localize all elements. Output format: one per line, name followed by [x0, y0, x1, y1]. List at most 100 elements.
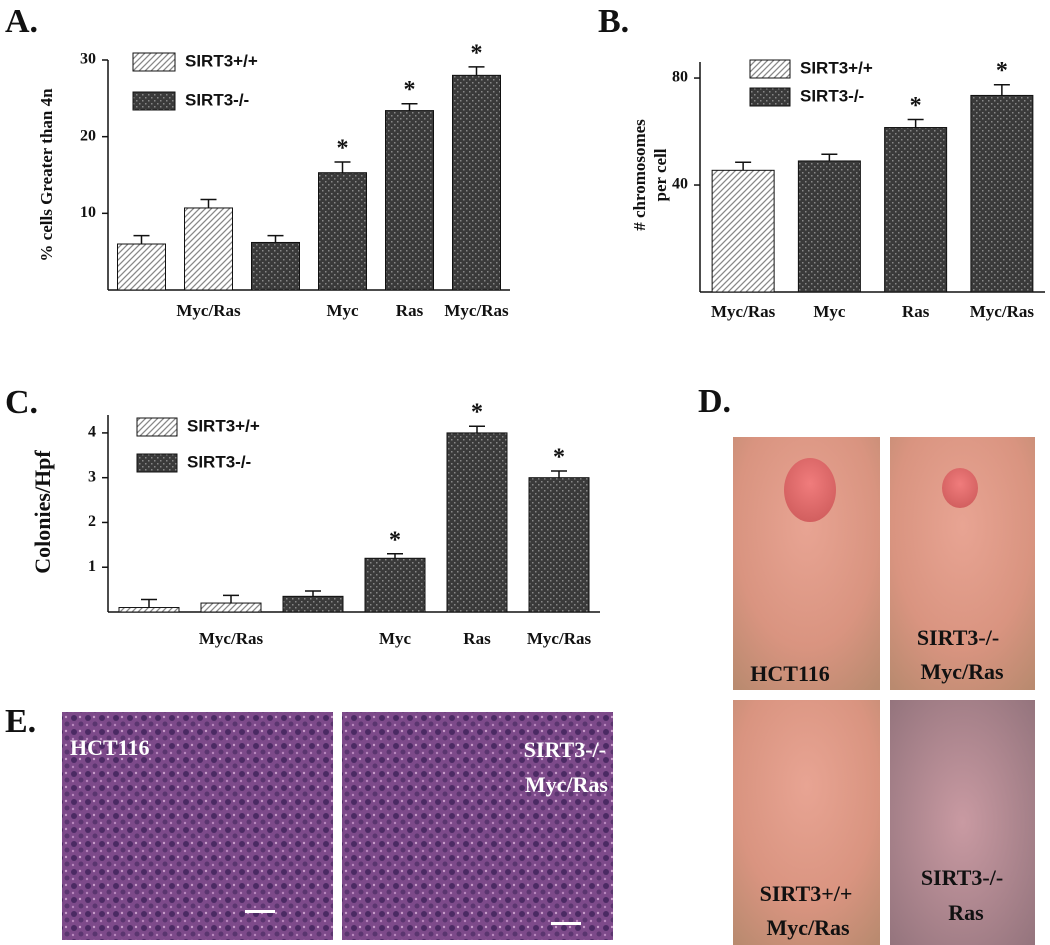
panel-label: E. [5, 703, 36, 740]
bar [251, 241, 300, 291]
legend-label: SIRT3+/+ [800, 58, 873, 77]
tumor [784, 458, 836, 522]
photo [733, 700, 880, 945]
error-bar [200, 198, 217, 208]
error-bar [468, 66, 485, 76]
significance-mark: * [996, 58, 1008, 84]
error-bar [267, 234, 284, 243]
y-axis-label: Colonies/Hpf [30, 450, 55, 574]
y-tick-label: 10 [80, 204, 96, 221]
y-tick-label: 2 [88, 513, 96, 530]
bar [797, 160, 861, 293]
y-tick-label: 80 [672, 69, 688, 86]
legend-label: SIRT3+/+ [187, 416, 260, 435]
bar [385, 110, 434, 291]
error-bar [907, 118, 924, 128]
y-axis-label: # chromosomes [630, 119, 649, 231]
y-tick-label: 30 [80, 51, 96, 68]
bar [884, 127, 948, 293]
scale-bar [245, 910, 275, 913]
x-tick-label: Ras [396, 301, 424, 320]
panel-label: A. [5, 3, 38, 40]
y-tick-label: 4 [88, 424, 96, 441]
x-tick-label: Myc/Ras [711, 302, 776, 321]
y-tick-label: 1 [88, 558, 96, 575]
legend-swatch [136, 453, 178, 473]
panel-label: B. [598, 3, 629, 40]
legend-swatch [132, 91, 176, 111]
bar [118, 607, 180, 613]
significance-mark: * [471, 40, 483, 66]
x-tick-label: Ras [902, 302, 930, 321]
legend-label: SIRT3-/- [187, 452, 251, 471]
error-bar [305, 590, 321, 597]
error-bar [469, 425, 485, 433]
photo-caption: HCT116 [750, 661, 829, 686]
y-tick-label: 40 [672, 176, 688, 193]
photo [342, 712, 613, 940]
photo-caption: Myc/Ras [525, 772, 609, 797]
scale-bar [551, 922, 581, 925]
error-bar [735, 161, 752, 171]
photo-caption: SIRT3+/+ [760, 881, 853, 906]
x-tick-label: Myc/Ras [444, 301, 509, 320]
error-bar [551, 470, 567, 478]
legend-swatch [749, 87, 791, 107]
error-bar [387, 553, 403, 559]
legend-label: SIRT3+/+ [185, 51, 258, 70]
legend-label: SIRT3-/- [800, 86, 864, 105]
y-axis-label: per cell [651, 148, 670, 201]
photo-caption: Myc/Ras [920, 659, 1004, 684]
photo-caption: SIRT3-/- [917, 625, 999, 650]
error-bar [334, 161, 351, 173]
x-tick-label: Myc [379, 629, 412, 648]
error-bar [223, 594, 239, 604]
photo [890, 700, 1035, 945]
error-bar [141, 598, 157, 608]
bar [184, 207, 233, 291]
panel-label: D. [698, 383, 731, 420]
bar [528, 477, 590, 613]
error-bar [821, 153, 838, 161]
x-tick-label: Myc/Ras [199, 629, 264, 648]
photo-caption: HCT116 [70, 735, 149, 760]
bar [711, 169, 775, 293]
y-tick-label: 3 [88, 468, 96, 485]
legend-swatch [749, 59, 791, 79]
error-bar [993, 83, 1010, 96]
bar [364, 557, 426, 613]
legend-label: SIRT3-/- [185, 90, 249, 109]
significance-mark: * [337, 135, 349, 161]
photo-caption: Myc/Ras [766, 915, 850, 940]
x-tick-label: Myc/Ras [970, 302, 1035, 321]
bar [318, 172, 367, 291]
bar [446, 432, 508, 613]
legend-swatch [132, 52, 176, 72]
panel-label: C. [5, 384, 38, 421]
bar [200, 602, 262, 613]
x-tick-label: Myc/Ras [176, 301, 241, 320]
bar [117, 243, 166, 291]
x-tick-label: Ras [463, 629, 491, 648]
significance-mark: * [404, 77, 416, 103]
error-bar [401, 102, 418, 111]
photo-caption: SIRT3-/- [524, 737, 606, 762]
bar [452, 74, 501, 291]
significance-mark: * [553, 444, 565, 470]
legend-swatch [136, 417, 178, 437]
x-tick-label: Myc/Ras [527, 629, 592, 648]
significance-mark: * [471, 400, 483, 426]
x-tick-label: Myc [326, 301, 359, 320]
photo-caption: Ras [948, 900, 984, 925]
significance-mark: * [910, 93, 922, 119]
photo [62, 712, 333, 940]
y-tick-label: 20 [80, 127, 96, 144]
photo-caption: SIRT3-/- [921, 865, 1003, 890]
error-bar [133, 234, 150, 244]
significance-mark: * [389, 527, 401, 553]
y-axis-label: % cells Greater than 4n [37, 88, 56, 262]
bar [970, 94, 1034, 293]
tumor [942, 468, 978, 508]
bar [282, 595, 344, 613]
